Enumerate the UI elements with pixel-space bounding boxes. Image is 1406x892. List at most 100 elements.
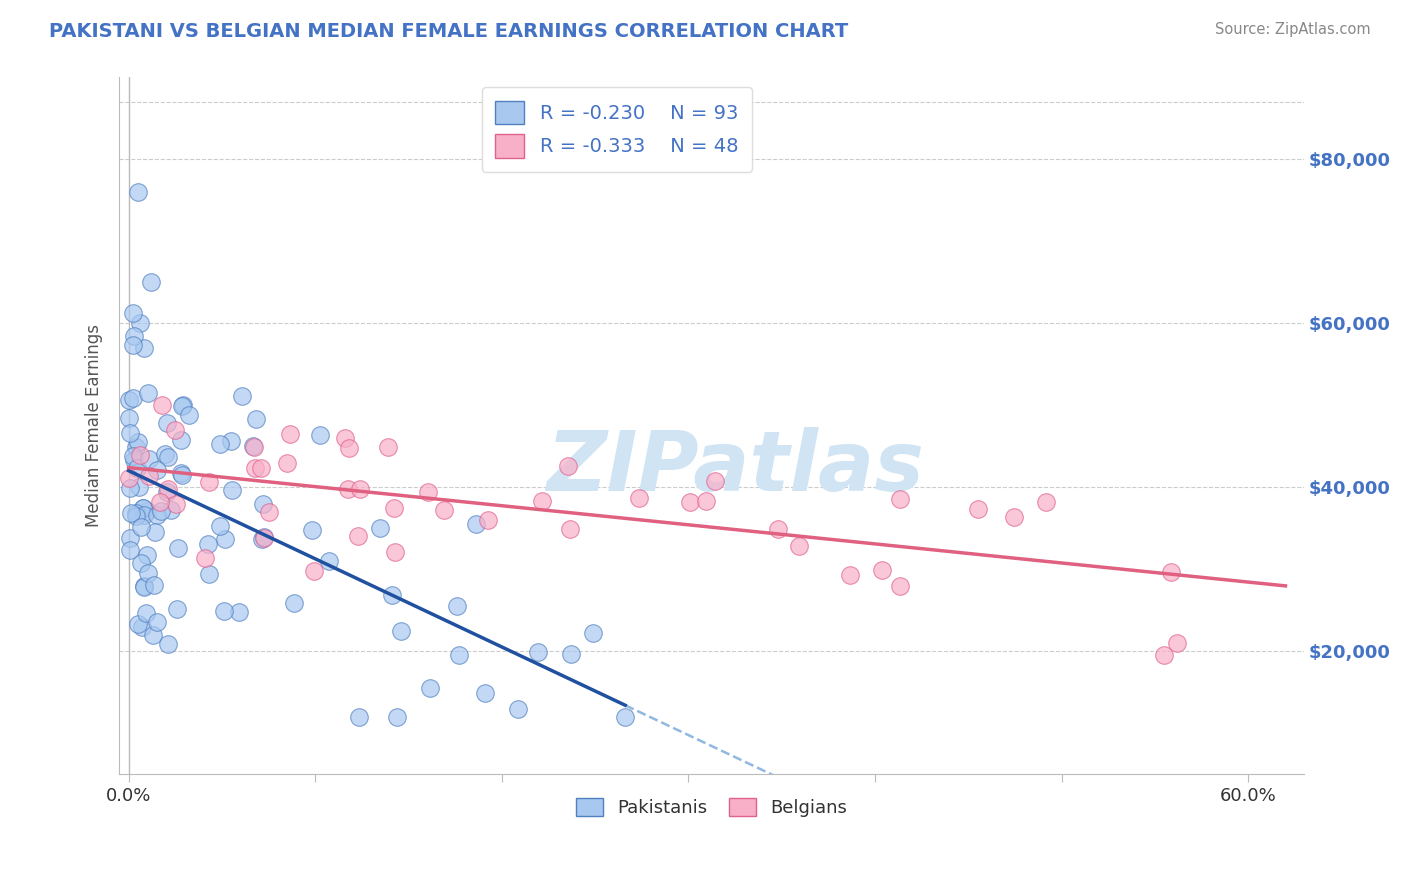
Point xyxy=(198,475,221,489)
Point xyxy=(276,456,298,470)
Point xyxy=(787,539,810,553)
Point xyxy=(150,504,173,518)
Point xyxy=(253,531,276,545)
Point xyxy=(132,579,155,593)
Point xyxy=(368,521,391,535)
Point xyxy=(967,501,990,516)
Point xyxy=(209,437,232,451)
Point xyxy=(167,541,190,555)
Point xyxy=(214,532,236,546)
Point xyxy=(156,416,179,430)
Point xyxy=(259,505,281,519)
Point xyxy=(301,523,323,537)
Point xyxy=(198,566,221,581)
Point xyxy=(1002,510,1025,524)
Point xyxy=(349,482,371,496)
Point xyxy=(384,545,406,559)
Point xyxy=(120,531,142,545)
Point xyxy=(889,579,911,593)
Point xyxy=(127,435,149,450)
Point xyxy=(474,686,496,700)
Text: ZIPatlas: ZIPatlas xyxy=(547,427,924,508)
Point xyxy=(506,702,529,716)
Text: Source: ZipAtlas.com: Source: ZipAtlas.com xyxy=(1215,22,1371,37)
Point xyxy=(121,449,143,463)
Point xyxy=(172,398,194,412)
Point xyxy=(128,316,150,330)
Point xyxy=(278,427,301,442)
Point xyxy=(172,400,194,414)
Point xyxy=(150,398,173,412)
Point xyxy=(128,480,150,494)
Point xyxy=(839,568,862,582)
Point xyxy=(136,566,159,580)
Point xyxy=(253,530,276,544)
Point xyxy=(527,644,550,658)
Point xyxy=(416,485,439,500)
Point xyxy=(132,581,155,595)
Point xyxy=(337,442,360,456)
Point xyxy=(333,431,356,445)
Point xyxy=(121,337,143,351)
Point xyxy=(118,543,141,558)
Point xyxy=(120,481,142,495)
Point xyxy=(464,517,486,532)
Point xyxy=(125,508,148,523)
Point xyxy=(228,605,250,619)
Point xyxy=(382,501,405,516)
Point xyxy=(160,502,183,516)
Point xyxy=(132,501,155,516)
Point xyxy=(336,483,359,497)
Point xyxy=(165,423,187,437)
Point xyxy=(347,710,370,724)
Point xyxy=(118,471,141,485)
Point xyxy=(560,647,582,661)
Point xyxy=(558,522,581,536)
Point xyxy=(212,604,235,618)
Point xyxy=(695,494,717,508)
Point xyxy=(557,458,579,473)
Point xyxy=(156,450,179,464)
Point xyxy=(146,615,169,630)
Point xyxy=(302,564,325,578)
Point xyxy=(252,532,274,546)
Point xyxy=(531,494,554,508)
Point xyxy=(142,628,165,642)
Point xyxy=(120,507,142,521)
Point xyxy=(156,485,179,500)
Point xyxy=(165,497,187,511)
Point xyxy=(138,452,160,467)
Point xyxy=(242,439,264,453)
Point xyxy=(385,710,408,724)
Point xyxy=(243,440,266,454)
Point xyxy=(131,619,153,633)
Point xyxy=(194,551,217,566)
Point xyxy=(136,504,159,518)
Point xyxy=(679,495,702,509)
Point xyxy=(146,463,169,477)
Text: PAKISTANI VS BELGIAN MEDIAN FEMALE EARNINGS CORRELATION CHART: PAKISTANI VS BELGIAN MEDIAN FEMALE EARNI… xyxy=(49,22,848,41)
Point xyxy=(135,606,157,620)
Point xyxy=(221,434,243,448)
Point xyxy=(142,577,165,591)
Point xyxy=(446,599,468,614)
Point xyxy=(118,411,141,425)
Point xyxy=(889,491,911,506)
Point xyxy=(614,710,637,724)
Point xyxy=(389,624,412,638)
Point xyxy=(135,548,157,562)
Y-axis label: Median Female Earnings: Median Female Earnings xyxy=(86,325,103,527)
Point xyxy=(477,513,499,527)
Point xyxy=(132,508,155,523)
Point xyxy=(766,522,789,536)
Point xyxy=(139,276,162,290)
Point xyxy=(120,425,142,440)
Point xyxy=(377,441,399,455)
Point xyxy=(124,440,146,454)
Point xyxy=(127,617,149,632)
Point xyxy=(1166,636,1188,650)
Point xyxy=(870,563,893,577)
Point xyxy=(221,483,243,497)
Point xyxy=(170,466,193,480)
Point xyxy=(156,483,179,497)
